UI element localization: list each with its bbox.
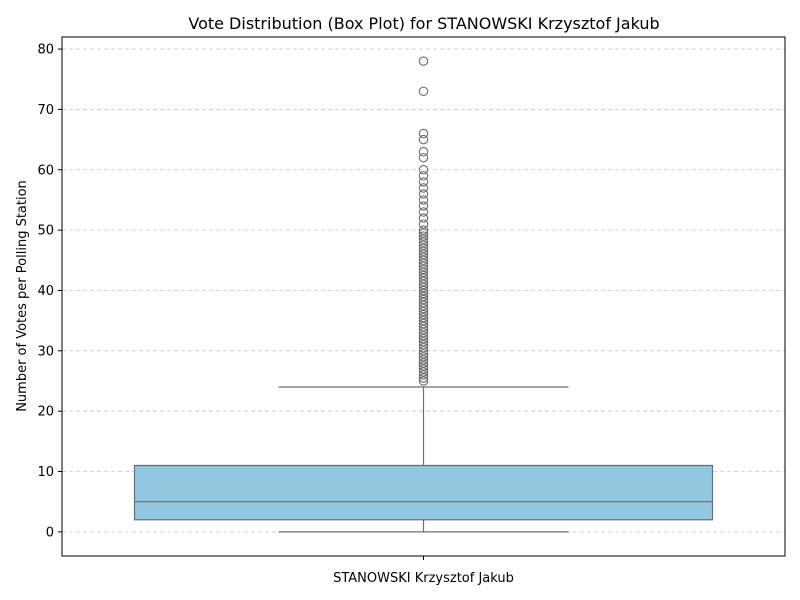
outlier-point	[418, 207, 429, 217]
outlier-point	[418, 376, 429, 386]
outlier-point	[418, 134, 429, 145]
outlier-point	[418, 370, 429, 380]
y-tick-label: 10	[37, 465, 54, 480]
outlier-point	[418, 373, 429, 383]
y-axis-label: Number of Votes per Polling Station	[15, 180, 30, 412]
outlier-point	[418, 128, 429, 139]
outlier-point	[418, 327, 429, 338]
outlier-point	[418, 358, 429, 368]
outlier-point	[418, 195, 429, 205]
outlier-point	[418, 282, 429, 293]
y-tick-label: 30	[37, 344, 54, 359]
iqr-box	[133, 464, 714, 521]
outlier-point	[418, 333, 429, 344]
outlier-point	[418, 285, 429, 296]
outlier-point	[418, 288, 429, 299]
outlier-point	[418, 219, 429, 229]
outlier-point	[418, 343, 429, 353]
outlier-point	[418, 171, 429, 181]
outlier-point	[418, 337, 429, 347]
outlier-point	[418, 228, 429, 238]
outlier-point	[418, 318, 429, 329]
outlier-point	[418, 346, 429, 356]
outlier-point	[418, 300, 429, 311]
outlier-point	[418, 340, 429, 350]
outlier-point	[418, 146, 429, 157]
outlier-point	[418, 352, 429, 362]
y-tick-label: 20	[37, 405, 54, 420]
outlier-point	[418, 165, 429, 175]
outlier-point	[418, 270, 429, 281]
box-group	[133, 386, 714, 533]
outlier-point	[418, 234, 429, 244]
outlier-point	[418, 267, 429, 278]
outlier-point	[418, 258, 429, 269]
outlier-point	[418, 297, 429, 308]
outlier-point	[418, 294, 429, 305]
outlier-point	[418, 86, 429, 97]
y-tick-label: 50	[37, 224, 54, 239]
outlier-point	[418, 309, 429, 320]
outlier-point	[418, 324, 429, 335]
y-tick-label: 40	[37, 284, 54, 299]
outlier-point	[418, 349, 429, 359]
y-tick-label: 80	[37, 43, 54, 58]
outlier-point	[418, 246, 429, 256]
outlier-point	[418, 240, 429, 250]
outlier-point	[418, 291, 429, 302]
outlier-point	[418, 261, 429, 272]
outlier-points	[418, 56, 429, 386]
outlier-point	[418, 231, 429, 241]
outlier-point	[418, 189, 429, 199]
outlier-point	[418, 56, 429, 66]
outlier-point	[418, 183, 429, 193]
outlier-point	[418, 264, 429, 275]
outlier-point	[418, 152, 429, 163]
outlier-point	[418, 355, 429, 365]
outlier-point	[418, 303, 429, 314]
outlier-point	[418, 306, 429, 317]
axes: 0 10 20 30 40 50 60 70 80 STANOWSKI Krzysztof Jak…	[37, 36, 786, 586]
outlier-point	[418, 361, 429, 371]
outlier-point	[418, 255, 429, 266]
x-category-label: STANOWSKI Krzysztof Jakub	[333, 571, 514, 586]
outlier-point	[418, 364, 429, 374]
outlier-point	[418, 249, 429, 260]
outlier-point	[418, 279, 429, 290]
outlier-point	[418, 276, 429, 287]
outlier-point	[418, 213, 429, 223]
y-tick-label: 70	[37, 103, 54, 118]
outlier-point	[418, 243, 429, 253]
y-tick-label: 0	[46, 525, 54, 540]
outlier-point	[418, 312, 429, 323]
chart-title: Vote Distribution (Box Plot) for STANOWS…	[188, 14, 659, 33]
outlier-point	[418, 367, 429, 377]
y-tick-label: 60	[37, 163, 54, 178]
outlier-point	[418, 237, 429, 247]
outlier-point	[418, 330, 429, 341]
outlier-point	[418, 321, 429, 332]
outlier-point	[418, 201, 429, 211]
outlier-point	[418, 273, 429, 284]
outlier-point	[418, 252, 429, 263]
outlier-point	[418, 315, 429, 326]
outlier-point	[418, 225, 429, 235]
outlier-point	[418, 177, 429, 187]
